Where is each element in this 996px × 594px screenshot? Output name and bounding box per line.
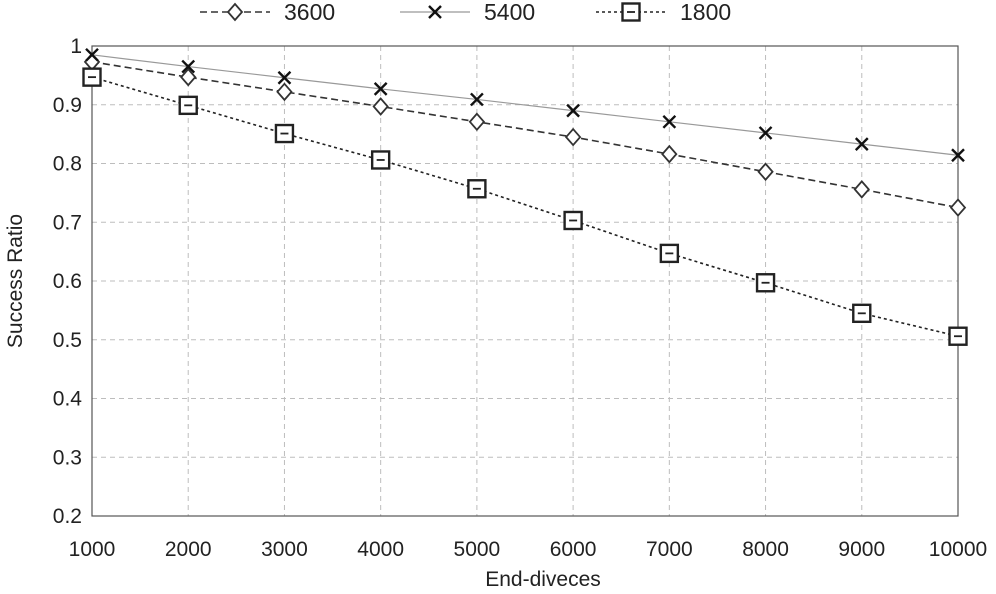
marker-stroke bbox=[758, 126, 773, 140]
data-point-diamond bbox=[757, 162, 774, 182]
x-tick-labels: 1000 2000 3000 4000 5000 6000 7000 8000 9000 1000… bbox=[69, 538, 988, 561]
y-tick-label: 0.8 bbox=[53, 153, 82, 176]
legend-item-3600: 3600 bbox=[200, 0, 335, 25]
series-line bbox=[91, 54, 959, 156]
x-axis-title: End-diveces bbox=[485, 568, 601, 591]
legend-item-5400: 5400 bbox=[400, 0, 535, 25]
marker-stroke bbox=[566, 103, 580, 118]
data-point-diamond bbox=[853, 179, 870, 199]
x-tick-label: 1000 bbox=[69, 538, 116, 561]
y-tick-labels: 0.2 0.3 0.4 0.5 0.6 0.7 0.8 0.9 1 bbox=[53, 35, 83, 528]
legend-label: 5400 bbox=[484, 0, 535, 25]
marker-stroke bbox=[181, 59, 196, 74]
y-tick-label: 0.5 bbox=[53, 329, 82, 352]
legend-item-1800: 1800 bbox=[596, 0, 731, 25]
legend-label: 1800 bbox=[680, 0, 731, 25]
y-tick-label: 1 bbox=[70, 35, 82, 58]
data-point-x bbox=[854, 137, 869, 151]
data-point-x bbox=[662, 114, 677, 129]
plot-area-frame bbox=[91, 45, 959, 517]
y-tick-label: 0.3 bbox=[53, 446, 82, 469]
x-tick-label: 9000 bbox=[838, 538, 885, 561]
y-tick-label: 0.9 bbox=[53, 94, 82, 117]
series-line bbox=[91, 61, 959, 209]
x-tick-label: 2000 bbox=[165, 538, 212, 561]
data-point-diamond bbox=[372, 97, 389, 116]
data-point-diamond bbox=[468, 112, 486, 132]
data-point-diamond bbox=[276, 82, 293, 102]
data-point-x bbox=[373, 82, 388, 96]
x-tick-label: 7000 bbox=[646, 538, 693, 561]
series-3600 bbox=[83, 52, 967, 217]
legend: 3600 5400 1800 bbox=[200, 0, 731, 25]
data-point-x bbox=[85, 47, 99, 62]
marker-stroke bbox=[662, 114, 677, 129]
data-point-x bbox=[181, 59, 196, 74]
y-tick-label: 0.7 bbox=[53, 211, 82, 234]
marker-stroke bbox=[428, 5, 442, 19]
series-line bbox=[91, 76, 959, 338]
data-point-diamond bbox=[661, 144, 678, 164]
data-point-x bbox=[566, 103, 580, 118]
series-layer bbox=[82, 47, 968, 346]
x-tick-label: 8000 bbox=[742, 538, 789, 561]
x-tick-label: 3000 bbox=[261, 538, 308, 561]
data-point-diamond bbox=[226, 2, 244, 22]
marker-stroke bbox=[373, 82, 388, 96]
marker-stroke bbox=[854, 137, 869, 151]
data-point-x bbox=[470, 92, 484, 107]
data-point-x bbox=[951, 148, 965, 163]
x-tick-label: 6000 bbox=[550, 538, 597, 561]
gridlines bbox=[91, 45, 959, 517]
y-tick-label: 0.4 bbox=[53, 388, 83, 411]
marker-stroke bbox=[85, 47, 99, 62]
data-point-x bbox=[428, 5, 442, 19]
x-tick-label: 5000 bbox=[454, 538, 501, 561]
y-axis-title: Success Ratio bbox=[4, 214, 27, 348]
data-point-x bbox=[758, 126, 773, 140]
legend-label: 3600 bbox=[284, 0, 335, 25]
marker-stroke bbox=[277, 70, 292, 85]
series-5400 bbox=[85, 47, 965, 163]
y-tick-label: 0.6 bbox=[53, 270, 82, 293]
data-point-diamond bbox=[564, 127, 582, 147]
marker-stroke bbox=[470, 92, 484, 107]
x-tick-label: 10000 bbox=[929, 538, 987, 561]
data-point-x bbox=[277, 70, 292, 85]
y-tick-label: 0.2 bbox=[53, 505, 82, 528]
data-point-diamond bbox=[949, 198, 967, 217]
data-point-diamond bbox=[180, 67, 197, 87]
series-1800 bbox=[82, 67, 968, 346]
marker-stroke bbox=[951, 148, 965, 163]
x-tick-label: 4000 bbox=[357, 538, 404, 561]
